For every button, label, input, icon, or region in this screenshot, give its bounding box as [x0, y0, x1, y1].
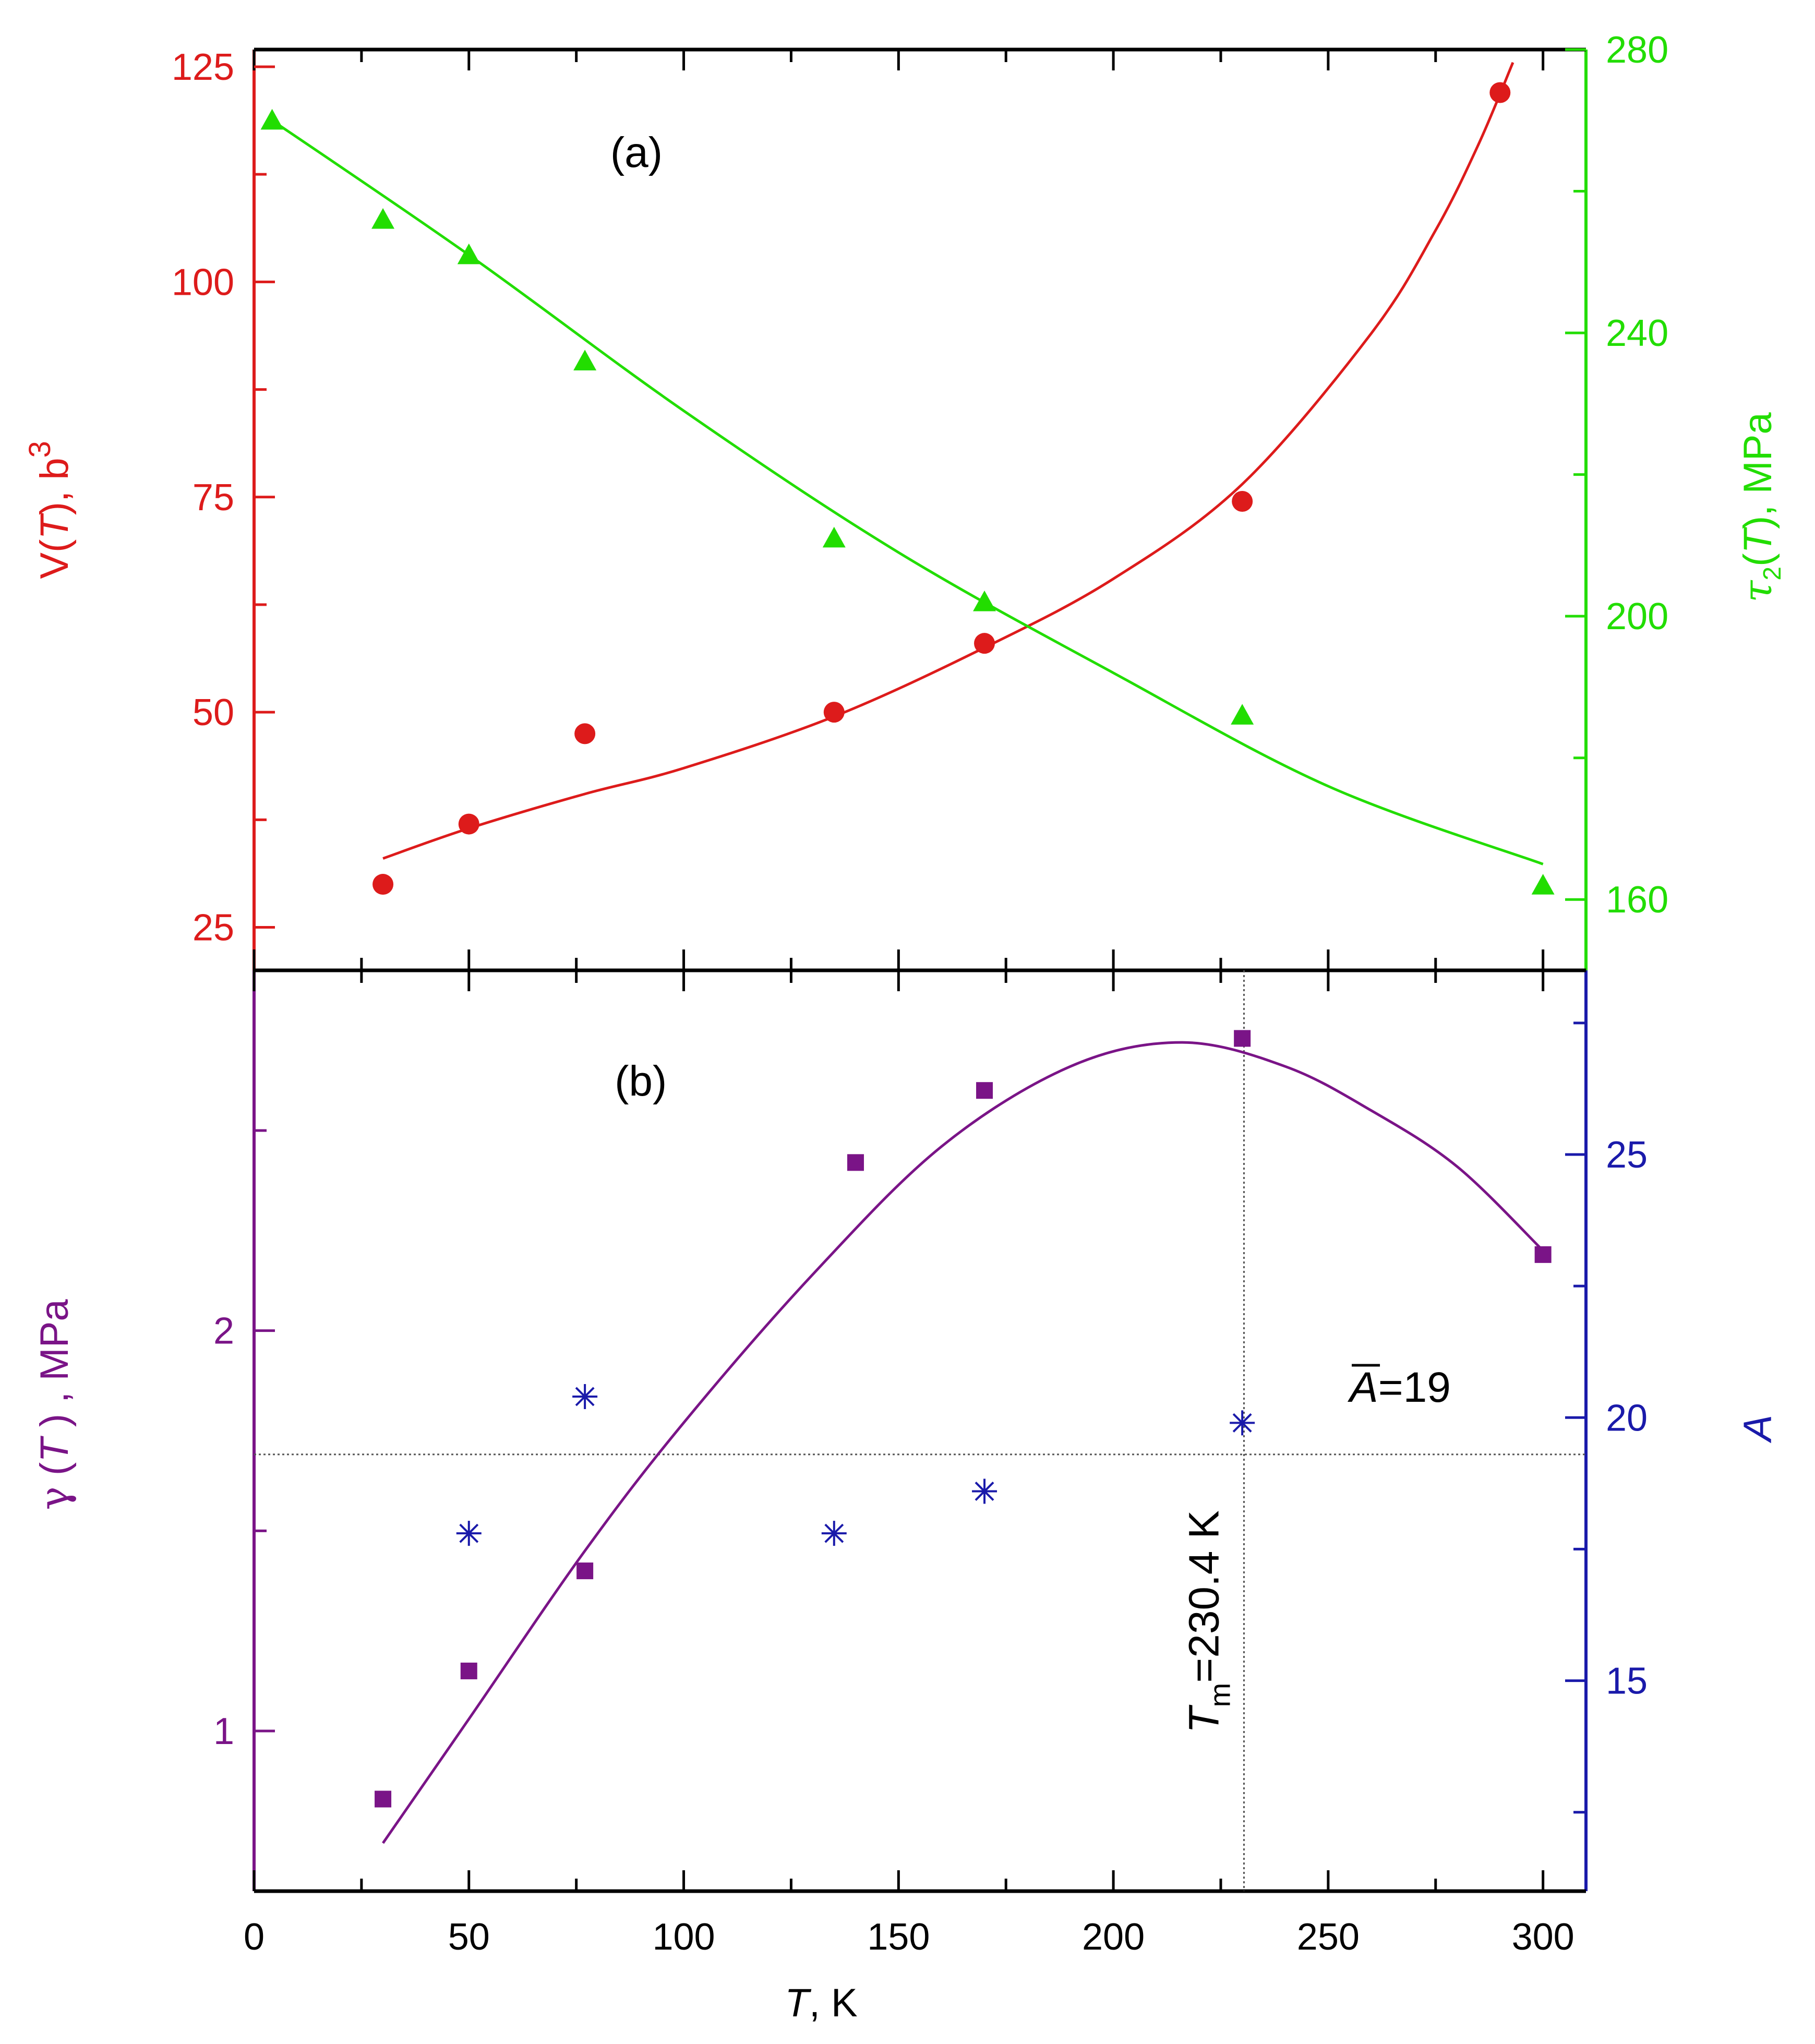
x-tick-label: 150 [867, 1916, 930, 1958]
left-axis-title-a: V(T), b3 [23, 441, 77, 579]
plot-frames [253, 47, 1588, 1893]
data-point-asterisk [1230, 1410, 1255, 1436]
left-y-tick-label-b: 1 [213, 1711, 234, 1752]
data-point-triangle [371, 208, 395, 229]
left-y-tick-label-a: 100 [172, 261, 234, 303]
data-point-circle [458, 813, 479, 835]
fit-curve-a-left [382, 62, 1514, 860]
left-y-tick-label-a: 25 [193, 907, 234, 949]
mean-annotation: A=19 [1347, 1364, 1451, 1411]
data-point-square [1534, 1246, 1552, 1263]
data-point-triangle [822, 526, 846, 548]
left-y-tick-label-a: 75 [193, 477, 234, 519]
left-axis-title-b: γ (T ) , MPa [31, 1299, 77, 1510]
data-point-triangle [973, 591, 996, 611]
x-axis-title: T, K [785, 1981, 857, 2025]
right-y-tick-label-b: 15 [1606, 1661, 1648, 1702]
data-point-asterisk [572, 1384, 598, 1409]
left-y-tick-label-a: 50 [193, 692, 234, 734]
data-point-triangle [457, 243, 480, 264]
data-point-triangle [573, 350, 597, 370]
tm-annotation: Tm=230.4 K [1180, 1510, 1236, 1733]
axis-ticks [253, 48, 1586, 1891]
panel-label-a: (a) [610, 129, 663, 176]
data-point-square [1234, 1030, 1251, 1047]
right-y-tick-label-b: 25 [1606, 1134, 1648, 1176]
x-tick-label: 0 [244, 1916, 265, 1958]
data-point-square [847, 1154, 864, 1171]
panel-label-b: (b) [615, 1057, 667, 1105]
data-point-circle [1232, 491, 1253, 512]
data-point-circle [974, 633, 995, 654]
x-tick-label: 250 [1297, 1916, 1360, 1958]
data-markers [260, 82, 1555, 1808]
data-point-square [576, 1562, 594, 1580]
right-y-tick-label-a: 200 [1606, 596, 1668, 638]
data-point-circle [1489, 82, 1511, 103]
right-y-tick-label-a: 240 [1606, 312, 1668, 354]
data-point-asterisk [972, 1478, 997, 1504]
right-y-tick-label-a: 280 [1606, 29, 1668, 71]
data-point-asterisk [456, 1521, 482, 1546]
data-point-square [375, 1790, 392, 1808]
x-tick-label: 300 [1512, 1916, 1574, 1958]
reference-lines [254, 970, 1586, 1891]
data-point-square [460, 1662, 477, 1679]
data-point-triangle [1531, 874, 1555, 895]
x-tick-label: 50 [448, 1916, 490, 1958]
right-axis-title-a: τ2(T), MPa [1734, 412, 1786, 603]
left-y-tick-label-b: 2 [213, 1310, 234, 1352]
fit-curve-b-left [382, 1041, 1544, 1844]
x-tick-label: 200 [1082, 1916, 1145, 1958]
fit-curve-a-right [271, 119, 1544, 865]
x-tick-label: 100 [652, 1916, 715, 1958]
data-point-circle [372, 874, 394, 895]
right-y-tick-label-a: 160 [1606, 879, 1668, 921]
fit-curves [271, 62, 1544, 1844]
data-point-triangle [1231, 704, 1254, 725]
data-point-square [976, 1082, 993, 1099]
right-axis-title-b: A [1736, 1415, 1780, 1444]
data-point-triangle [260, 109, 284, 130]
right-y-tick-label-b: 20 [1606, 1397, 1648, 1439]
data-point-asterisk [821, 1521, 847, 1546]
left-y-tick-label-a: 125 [172, 46, 234, 88]
data-point-circle [823, 702, 845, 723]
data-point-circle [574, 723, 596, 744]
